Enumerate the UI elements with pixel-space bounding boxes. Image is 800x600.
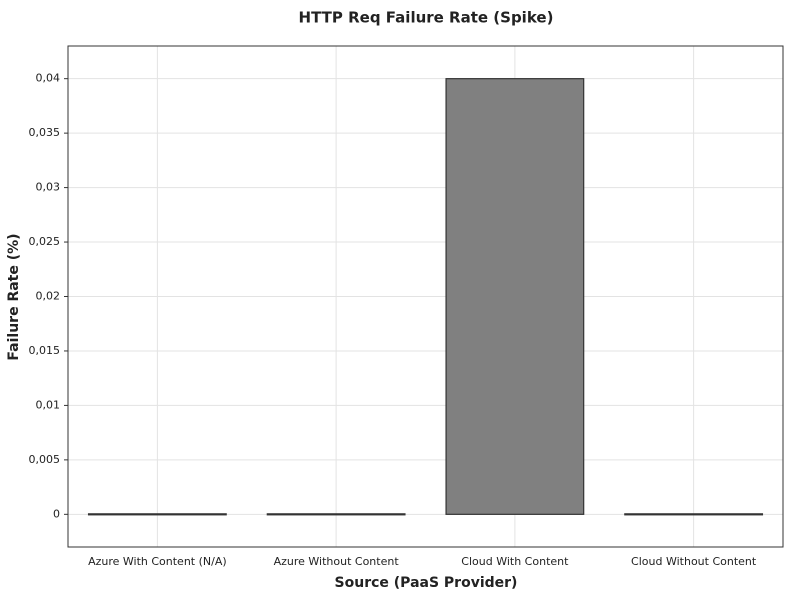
plot-frame: [67, 45, 784, 548]
y-tick-label: 0: [53, 507, 60, 520]
y-tick-label: 0,025: [29, 235, 61, 248]
y-axis-title: Failure Rate (%): [6, 233, 22, 360]
x-tick-label: Cloud With Content: [461, 555, 569, 568]
bar: [266, 513, 406, 516]
y-tick-label: 0,02: [36, 290, 61, 303]
chart-title: HTTP Req Failure Rate (Spike): [299, 9, 554, 27]
y-tick-label: 0,04: [36, 72, 61, 85]
bar: [445, 78, 585, 515]
bar: [87, 513, 227, 516]
bar: [624, 513, 764, 516]
y-tick-label: 0,005: [29, 453, 61, 466]
y-tick-label: 0,015: [29, 344, 61, 357]
x-axis-title: Source (PaaS Provider): [335, 575, 518, 591]
y-tick-label: 0,01: [36, 398, 61, 411]
x-tick-label: Cloud Without Content: [631, 555, 757, 568]
x-tick-label: Azure With Content (N/A): [88, 555, 227, 568]
y-tick-label: 0,03: [36, 181, 61, 194]
x-tick-label: Azure Without Content: [274, 555, 400, 568]
y-tick-label: 0,035: [29, 126, 61, 139]
